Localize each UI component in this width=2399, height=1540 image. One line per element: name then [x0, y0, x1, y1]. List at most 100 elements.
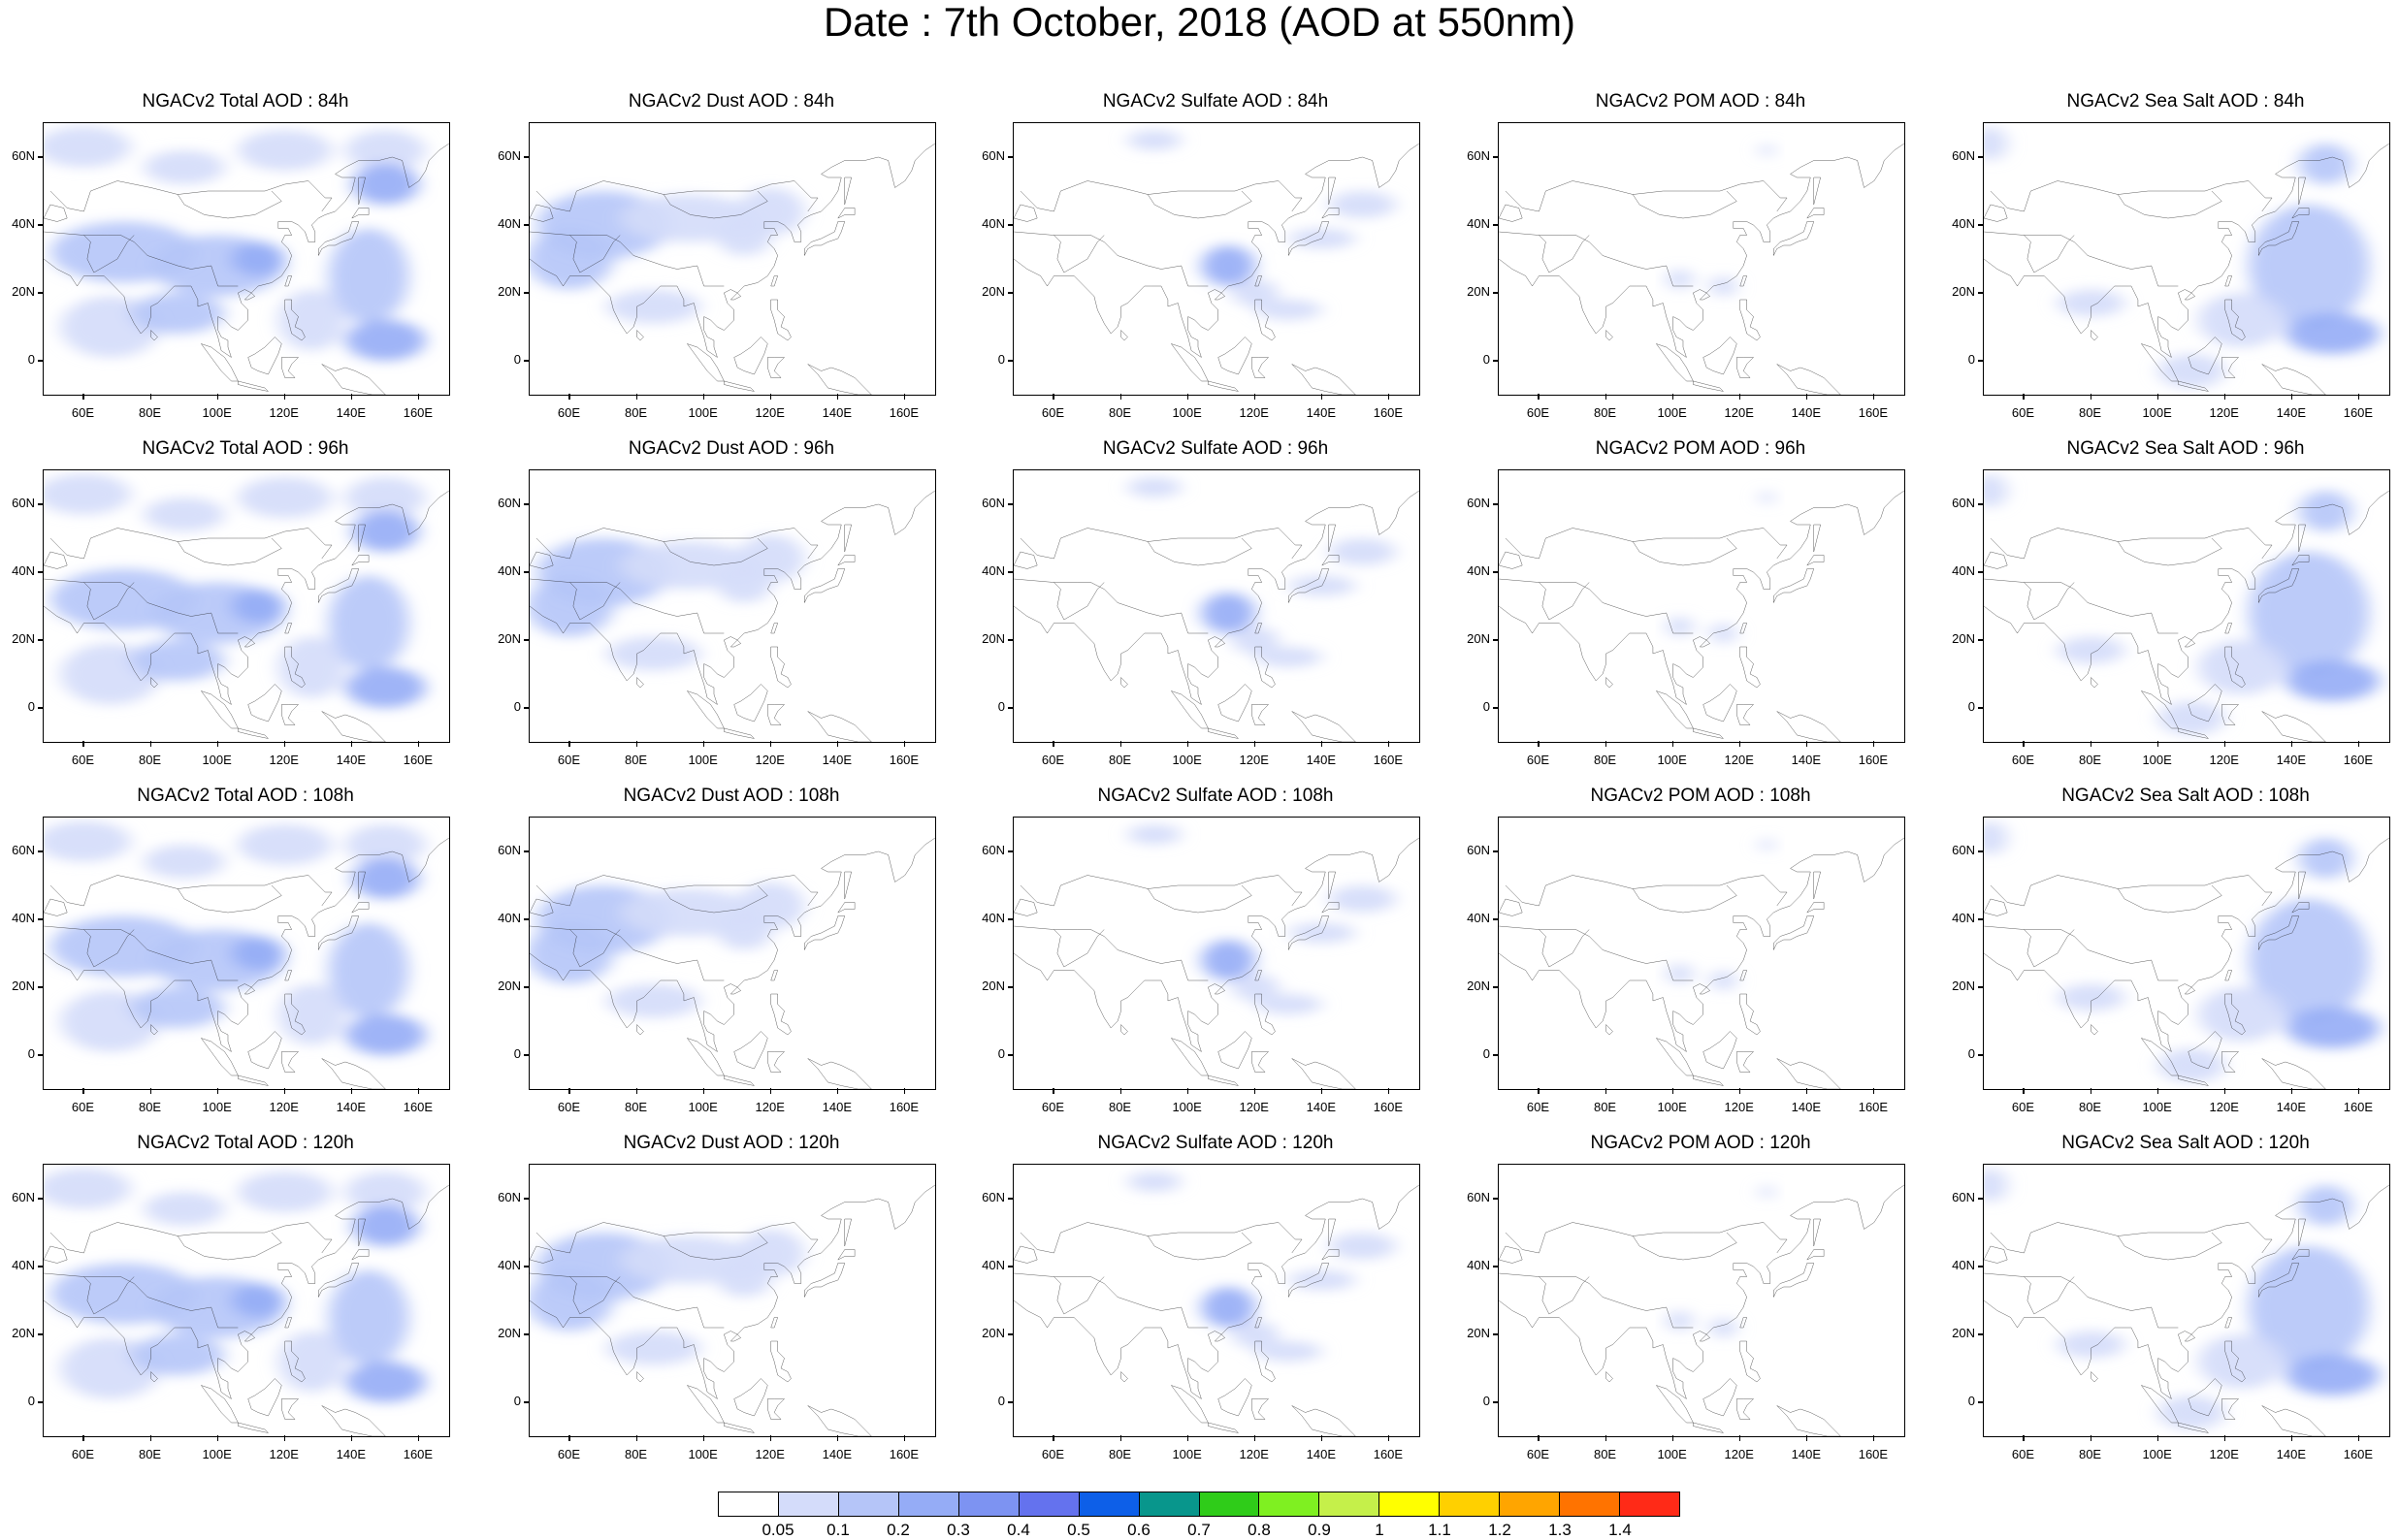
coastline [2292, 556, 2309, 566]
coastline [1171, 1386, 1208, 1424]
aod-plume [2058, 1331, 2125, 1359]
colorbar-label: 1.2 [1488, 1521, 1511, 1539]
latitude-tick [1493, 1333, 1498, 1335]
coastline [285, 971, 292, 981]
coastline [1740, 1341, 1761, 1382]
longitude-tick [2290, 1088, 2293, 1094]
latitude-tick [1978, 918, 1983, 920]
coastline [44, 899, 67, 916]
longitude-label: 120E [1724, 1447, 1754, 1461]
longitude-tick [2156, 394, 2159, 400]
longitude-label: 120E [755, 1100, 785, 1114]
coastline [536, 1223, 818, 1254]
longitude-label: 60E [1041, 1100, 1065, 1114]
aod-map-8 [1499, 470, 1904, 742]
aod-plume [606, 289, 701, 324]
latitude-label: 0 [1482, 1046, 1490, 1061]
aod-plume [344, 1014, 426, 1055]
longitude-tick [836, 1435, 839, 1441]
longitude-tick [2023, 394, 2025, 400]
latitude-label: 0 [27, 699, 35, 714]
coastline [536, 876, 818, 907]
aod-plume [44, 473, 131, 515]
longitude-label: 140E [1791, 1100, 1821, 1114]
coastline [1499, 205, 1522, 222]
aod-plume [717, 568, 771, 603]
longitude-label: 120E [755, 753, 785, 767]
coastline [1215, 1334, 1224, 1341]
coastline [1700, 293, 1709, 300]
colorbar-swatch [838, 1492, 899, 1516]
longitude-tick [2156, 1435, 2159, 1441]
aod-plume [2157, 1048, 2225, 1082]
latitude-label: 40N [1952, 1258, 1975, 1272]
aod-plume [351, 1205, 419, 1246]
latitude-tick [1493, 918, 1498, 920]
longitude-label: 60E [1526, 405, 1550, 420]
longitude-label: 160E [889, 1100, 920, 1114]
coastline [2225, 1318, 2232, 1329]
map-frame [1983, 1164, 2390, 1437]
coastline [1984, 232, 2178, 286]
coastline [838, 1250, 855, 1261]
longitude-label: 120E [1239, 405, 1269, 420]
coastline [322, 1059, 386, 1090]
longitude-tick [417, 1088, 420, 1094]
coastline [1499, 838, 1904, 1052]
longitude-label: 120E [269, 1447, 299, 1461]
latitude-label: 40N [1952, 563, 1975, 578]
coastline [1656, 691, 1693, 729]
coastline [1984, 144, 2389, 358]
longitude-label: 140E [1306, 753, 1336, 767]
coastline [1021, 181, 1302, 212]
coastline [238, 381, 268, 392]
colorbar-label: 0.5 [1067, 1521, 1090, 1539]
coastline [44, 552, 67, 569]
coastline [1499, 491, 1904, 705]
aod-plume [2285, 660, 2380, 701]
figure-title: Date : 7th October, 2018 (AOD at 550nm) [823, 0, 1576, 45]
aod-plume [1760, 1185, 1774, 1199]
latitude-label: 40N [982, 1258, 1005, 1272]
longitude-tick [1538, 394, 1540, 400]
coastline [1499, 899, 1522, 916]
coastline [1292, 365, 1356, 396]
coastline [530, 926, 724, 980]
coastline [838, 209, 855, 219]
latitude-tick [1493, 1266, 1498, 1267]
panel-title: NGACv2 Sulfate AOD : 84h [1102, 91, 1329, 112]
coastline [724, 728, 754, 739]
panel-title: NGACv2 Sea Salt AOD : 108h [2061, 786, 2310, 806]
longitude-label: 60E [1041, 405, 1065, 420]
latitude-tick [1978, 1266, 1983, 1267]
latitude-label: 0 [1482, 699, 1490, 714]
aod-plume [2198, 987, 2286, 1042]
map-frame [529, 1164, 936, 1437]
coastline [285, 276, 292, 287]
coastline [1991, 876, 2272, 907]
latitude-label: 40N [1952, 911, 1975, 925]
longitude-tick [836, 1088, 839, 1094]
aod-plume [1328, 538, 1396, 565]
colorbar-swatch [1620, 1492, 1679, 1516]
coastline [1700, 640, 1709, 647]
coastline [1054, 1277, 1104, 1315]
coastline [2091, 678, 2098, 689]
coastline [2188, 1379, 2222, 1417]
longitude-label: 160E [889, 1447, 920, 1461]
coastline [285, 647, 306, 688]
longitude-label: 80E [1108, 405, 1132, 420]
coastline [1984, 899, 2007, 916]
latitude-tick [38, 918, 43, 920]
longitude-label: 100E [1172, 753, 1202, 767]
latitude-label: 0 [513, 699, 521, 714]
coastline [2299, 177, 2306, 205]
aod-plume [1231, 974, 1279, 1001]
latitude-label: 0 [1482, 352, 1490, 367]
aod-plume [1984, 473, 2008, 508]
coastline [530, 579, 724, 633]
coastline [2225, 994, 2246, 1035]
latitude-label: 20N [498, 1326, 521, 1340]
aod-plume [2285, 313, 2380, 354]
longitude-label: 120E [269, 405, 299, 420]
